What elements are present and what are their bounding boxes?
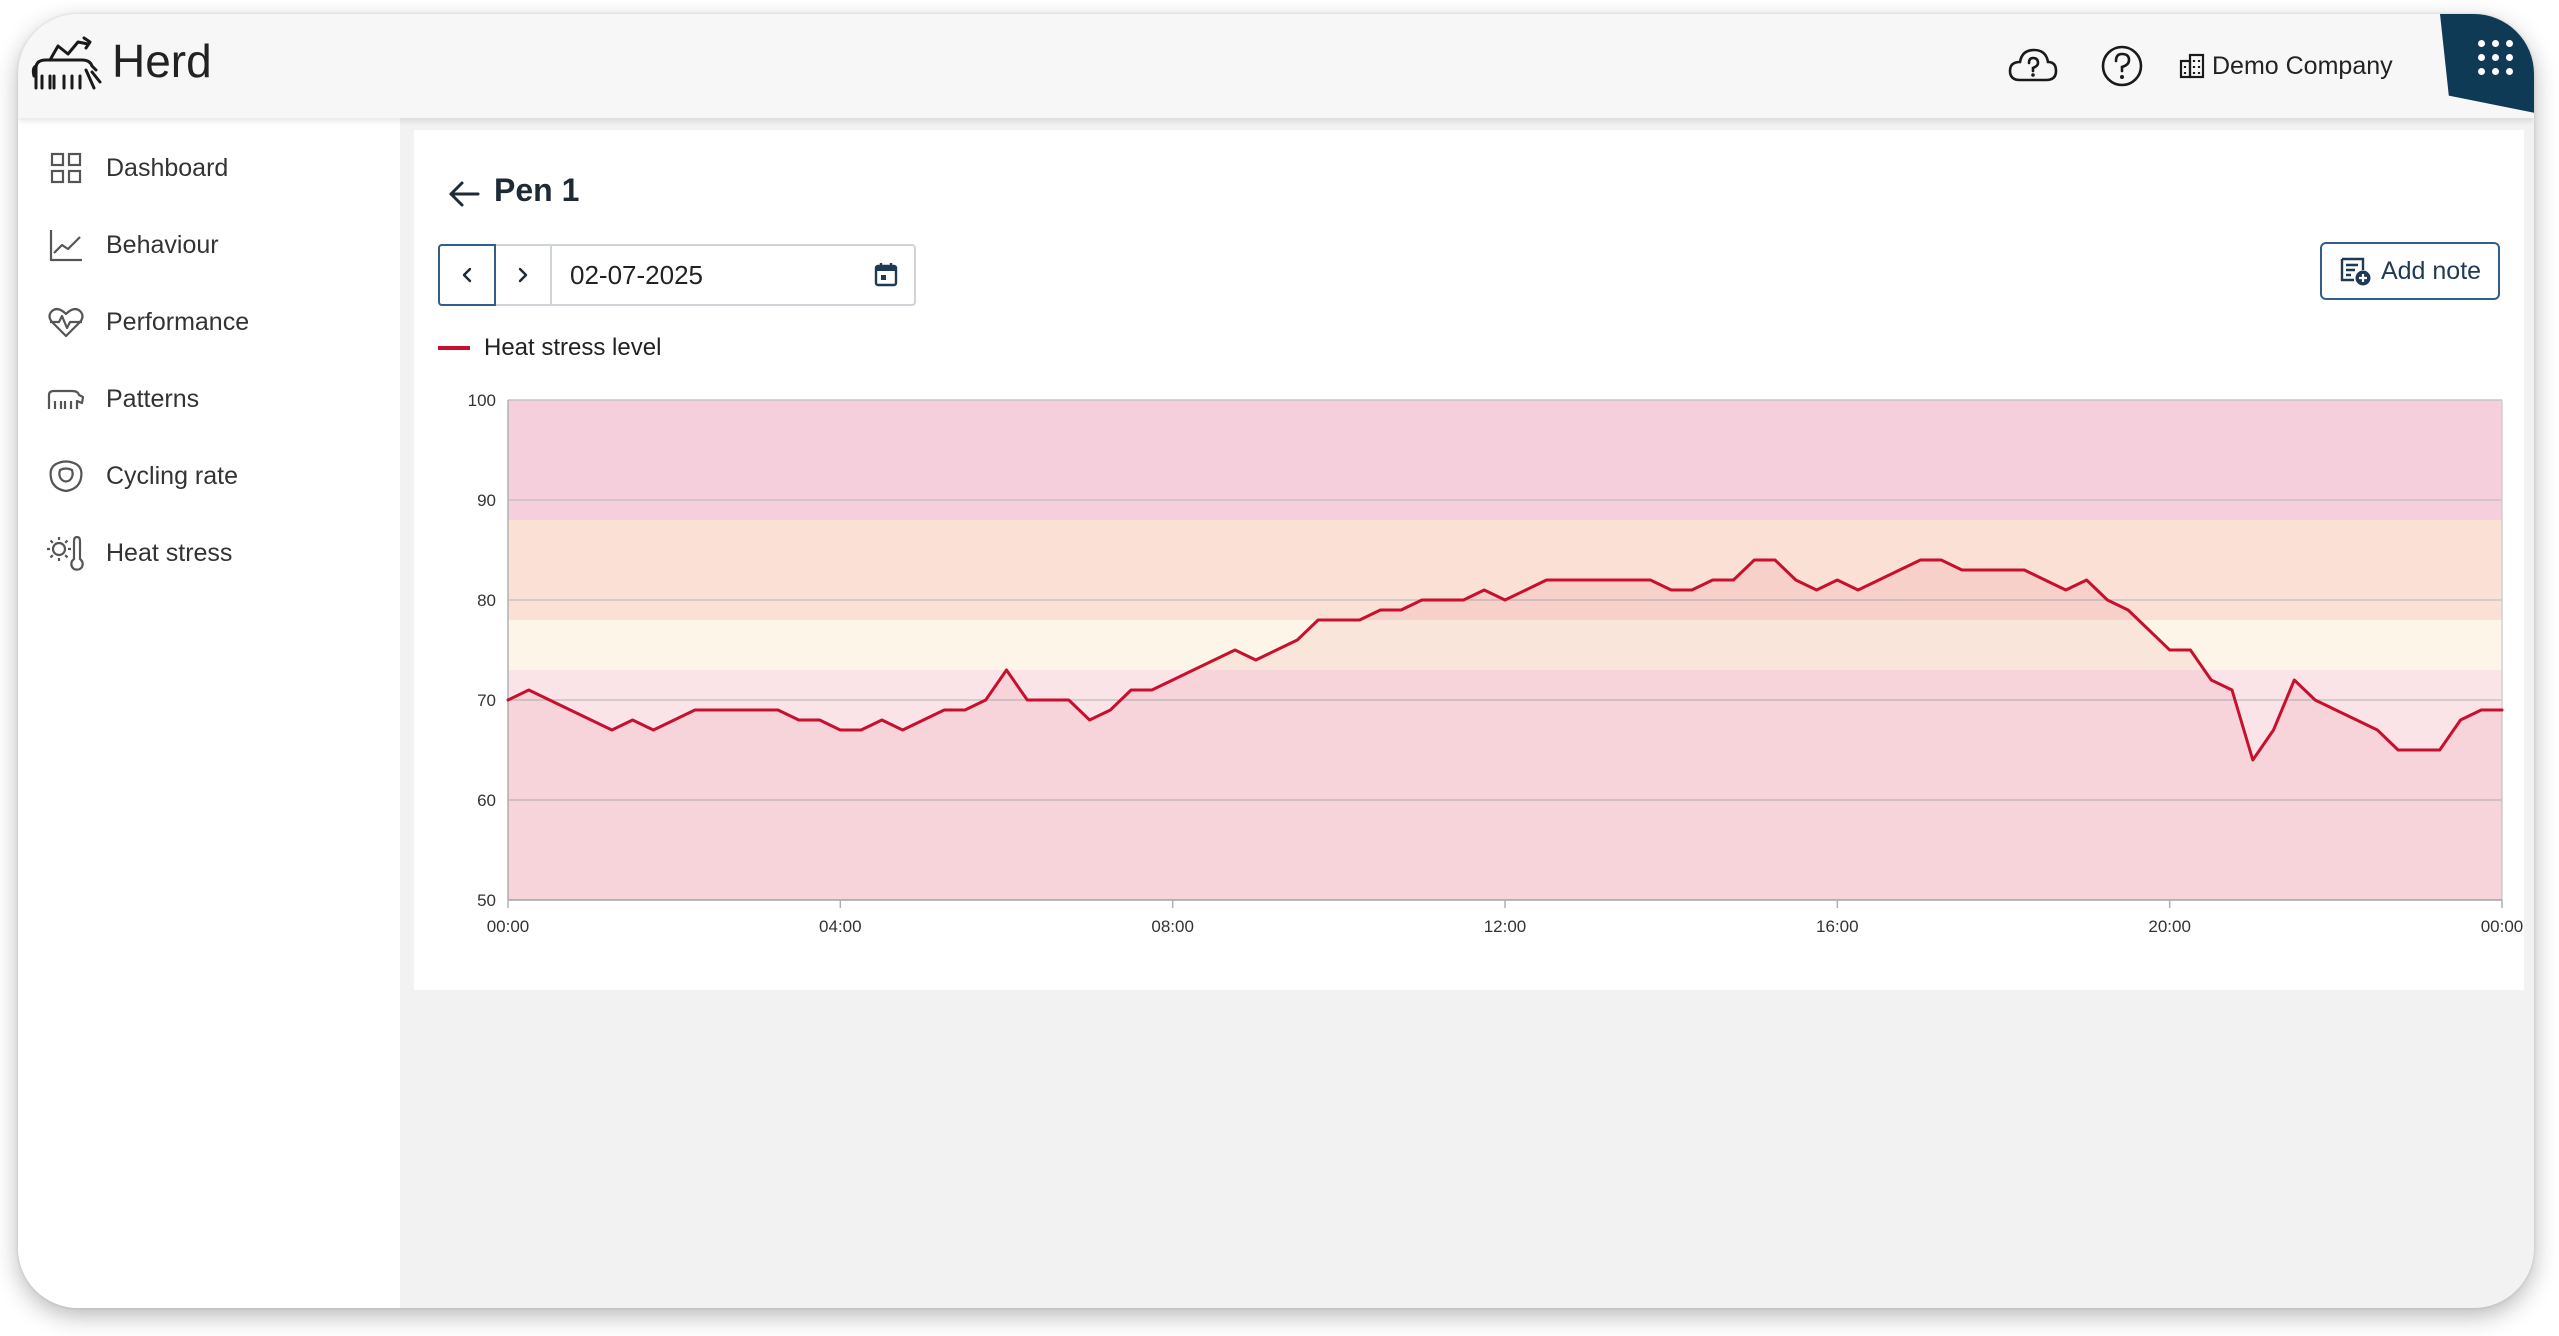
heat-stress-chart: 50 60 70 80 90 100 00:00 04:00 08:00 12:00 16:00 20… — [468, 391, 2524, 936]
legend-label: Heat stress level — [484, 334, 662, 361]
building-icon — [2179, 53, 2205, 79]
y-tick-label: 100 — [468, 391, 496, 410]
sidebar: Dashboard Behaviour Performance Patterns… — [18, 118, 400, 1308]
chevron-right-icon — [518, 267, 528, 283]
sidebar-item-label: Patterns — [106, 384, 200, 413]
app-window: Herd Demo Company — [18, 14, 2534, 1308]
app-title: Herd — [112, 35, 212, 87]
dashboard-icon — [50, 152, 82, 184]
sidebar-item-dashboard[interactable]: Dashboard — [18, 136, 400, 200]
series-area — [508, 560, 2502, 900]
x-tick-label: 00:00 — [487, 917, 530, 936]
next-day-button[interactable] — [494, 246, 552, 304]
heat-stress-icon — [47, 535, 84, 571]
x-tick-label: 20:00 — [2148, 917, 2191, 936]
calendar-icon[interactable] — [872, 260, 900, 288]
cloud-question-icon[interactable] — [2008, 44, 2058, 88]
company-selector[interactable]: Demo Company — [2178, 44, 2393, 88]
previous-day-button[interactable] — [438, 244, 496, 306]
page-title: Pen 1 — [494, 172, 580, 208]
sidebar-item-label: Heat stress — [106, 538, 233, 567]
sidebar-item-patterns[interactable]: Patterns — [18, 367, 400, 431]
y-tick-label: 50 — [477, 891, 496, 910]
date-picker-group: 02-07-2025 — [438, 244, 916, 306]
y-tick-label: 70 — [477, 691, 496, 710]
chart-legend[interactable]: Heat stress level — [438, 334, 661, 362]
company-name: Demo Company — [2212, 51, 2393, 80]
sidebar-item-label: Behaviour — [106, 230, 219, 259]
add-note-button[interactable]: Add note — [2320, 242, 2500, 300]
chevron-left-icon — [462, 267, 472, 283]
series-line — [506, 558, 2504, 762]
sidebar-item-label: Dashboard — [106, 153, 229, 182]
x-tick-label: 08:00 — [1151, 917, 1194, 936]
herd-logo[interactable] — [30, 30, 104, 102]
note-add-icon — [2340, 257, 2371, 286]
date-input[interactable]: 02-07-2025 — [552, 246, 914, 304]
x-tick-label: 04:00 — [819, 917, 862, 936]
y-tick-label: 60 — [477, 791, 496, 810]
sidebar-item-heat-stress[interactable]: Heat stress — [18, 521, 400, 585]
add-note-label: Add note — [2380, 256, 2482, 285]
apps-menu-button[interactable] — [2440, 14, 2534, 116]
cows-icon — [47, 389, 85, 409]
threshold-band — [508, 520, 2502, 620]
y-tick-label: 80 — [477, 591, 496, 610]
threshold-band — [508, 670, 2502, 900]
x-tick-label: 00:00 — [2481, 917, 2524, 936]
legend-swatch — [438, 346, 470, 350]
sidebar-item-label: Performance — [106, 307, 250, 336]
date-value: 02-07-2025 — [570, 260, 703, 290]
top-bar: Herd Demo Company — [18, 14, 2534, 118]
main-card: Pen 1 02-07-2025 — [414, 130, 2524, 990]
help-icon[interactable] — [2100, 44, 2144, 88]
threshold-band — [508, 620, 2502, 670]
back-arrow-icon[interactable] — [446, 176, 482, 212]
sidebar-item-label: Cycling rate — [106, 461, 238, 490]
cycle-icon — [49, 460, 83, 493]
heart-pulse-icon — [48, 307, 84, 338]
apps-grid-icon — [2478, 40, 2514, 76]
sidebar-item-performance[interactable]: Performance — [18, 290, 400, 354]
x-tick-label: 16:00 — [1816, 917, 1859, 936]
y-tick-label: 90 — [477, 491, 496, 510]
sidebar-item-behaviour[interactable]: Behaviour — [18, 213, 400, 277]
x-tick-label: 12:00 — [1484, 917, 1527, 936]
threshold-band — [508, 400, 2502, 520]
sidebar-item-cycling-rate[interactable]: Cycling rate — [18, 444, 400, 508]
line-chart-icon — [49, 230, 82, 262]
